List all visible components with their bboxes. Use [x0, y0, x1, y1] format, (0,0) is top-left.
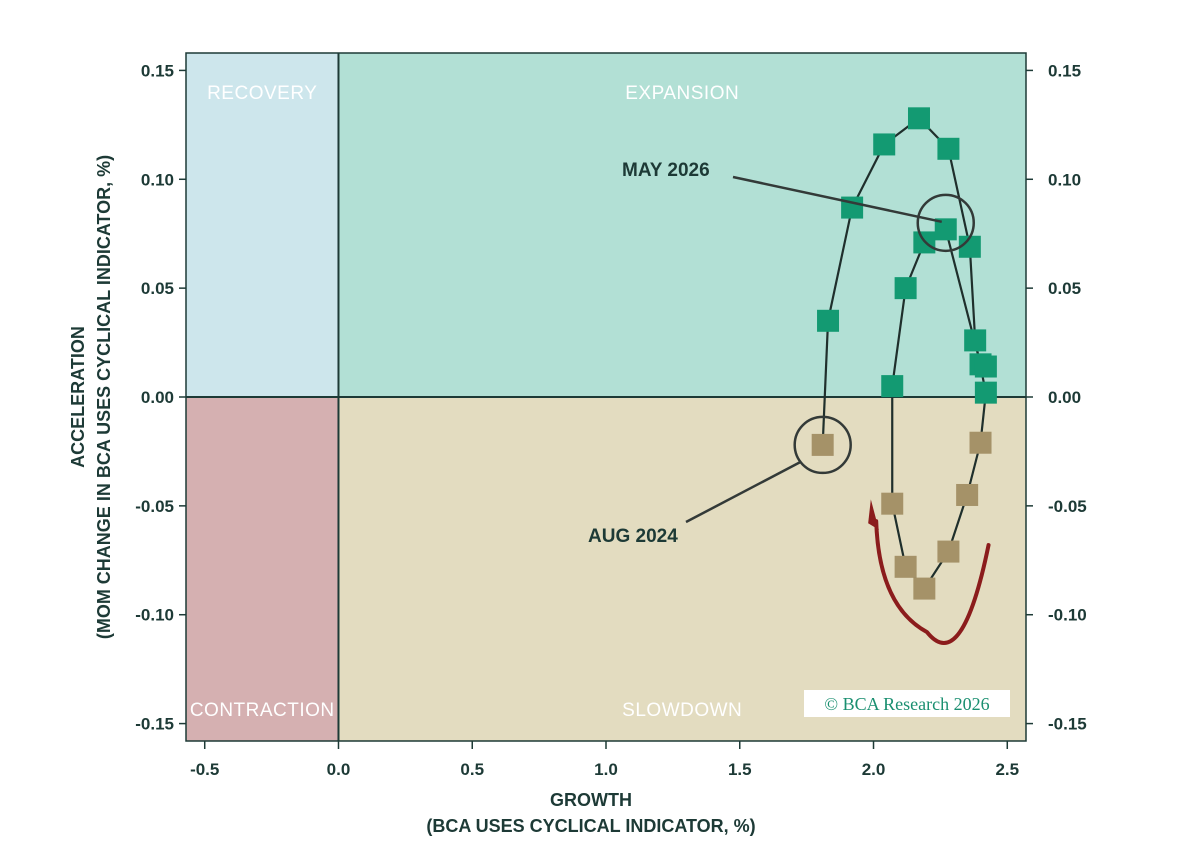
y-tick-label-left: 0.00	[141, 388, 174, 407]
y-tick-label-right: -0.10	[1048, 606, 1087, 625]
arrow-curve	[874, 519, 991, 645]
credit-badge: © BCA Research 2026	[804, 690, 1010, 717]
data-point	[873, 133, 896, 156]
x-tick-label: 1.0	[594, 760, 618, 779]
data-point	[974, 381, 997, 404]
y-tick-label-left: -0.15	[135, 715, 174, 734]
quadrant-slowdown	[338, 397, 1026, 741]
data-point	[817, 309, 840, 332]
data-point	[907, 107, 930, 130]
quadrant-label-recovery: RECOVERY	[207, 83, 317, 104]
y-tick-label-left: -0.10	[135, 606, 174, 625]
data-point	[969, 431, 992, 454]
quadrant-label-contraction: CONTRACTION	[190, 700, 335, 721]
y-tick-label-right: 0.10	[1048, 170, 1081, 189]
quadrant-label-expansion: EXPANSION	[625, 83, 739, 104]
quadrant-labels: RECOVERY EXPANSION CONTRACTION SLOWDOWN	[190, 83, 742, 721]
data-point	[894, 277, 917, 300]
data-point	[913, 577, 936, 600]
y-tick-label-left: -0.05	[135, 497, 174, 516]
y-tick-label-right: 0.00	[1048, 388, 1081, 407]
quadrant-label-slowdown: SLOWDOWN	[622, 700, 742, 721]
annotation-circle-may-2026	[916, 193, 975, 253]
x-tick-label: 0.5	[460, 760, 484, 779]
quadrant-contraction	[186, 397, 339, 741]
x-tick-label: 1.5	[728, 760, 752, 779]
data-series	[811, 107, 997, 600]
arrow-head	[868, 499, 879, 530]
credit-text: © BCA Research 2026	[824, 694, 989, 714]
x-tick-label: -0.5	[190, 760, 219, 779]
y-tick-label-right: 0.15	[1048, 61, 1081, 80]
data-point	[937, 137, 960, 160]
data-point	[964, 329, 987, 352]
cycle-direction-arrow	[868, 499, 991, 645]
y-tick-label-right: -0.05	[1048, 497, 1087, 516]
data-point	[956, 483, 979, 506]
data-point	[881, 375, 904, 398]
annotation-leader-may-2026	[732, 175, 943, 224]
annotation-circle-aug-2024	[793, 415, 852, 475]
annotation-label-may-2026: MAY 2026	[622, 160, 710, 181]
data-point	[937, 540, 960, 563]
y-axis-title-line2: (MOM CHANGE IN BCA USES CYCLICAL INDICAT…	[94, 155, 114, 639]
y-tick-label-right: 0.05	[1048, 279, 1081, 298]
y-tick-label-left: 0.15	[141, 61, 174, 80]
data-point	[811, 433, 834, 456]
x-tick-label: 0.0	[327, 760, 351, 779]
annotation-leader-aug-2024	[685, 460, 802, 524]
y-tick-label-left: 0.10	[141, 170, 174, 189]
axis-ticks: 0.15 0.15 0.10 0.10 0.05 0.05 0.00 0.00 -0.05 -0.…	[135, 61, 1087, 779]
y-tick-label-left: 0.05	[141, 279, 174, 298]
x-axis-title-line1: GROWTH	[550, 790, 632, 810]
data-point	[974, 355, 997, 378]
annotation-label-aug-2024: AUG 2024	[588, 526, 678, 547]
y-tick-label-right: -0.15	[1048, 715, 1087, 734]
credit-background	[804, 690, 1010, 717]
x-tick-label: 2.5	[995, 760, 1019, 779]
annotations: MAY 2026 AUG 2024	[588, 160, 975, 547]
quadrant-recovery	[186, 53, 339, 397]
x-axis-title-line2: (BCA USES CYCLICAL INDICATOR, %)	[426, 816, 755, 836]
data-point	[894, 555, 917, 578]
x-tick-label: 2.0	[862, 760, 886, 779]
axis-titles: GROWTH (BCA USES CYCLICAL INDICATOR, %) AC…	[68, 155, 756, 836]
data-point	[934, 218, 957, 241]
data-point	[958, 235, 981, 258]
quadrant-expansion	[338, 53, 1026, 397]
data-point	[881, 492, 904, 515]
y-axis-title-line1: ACCELERATION	[68, 326, 88, 468]
